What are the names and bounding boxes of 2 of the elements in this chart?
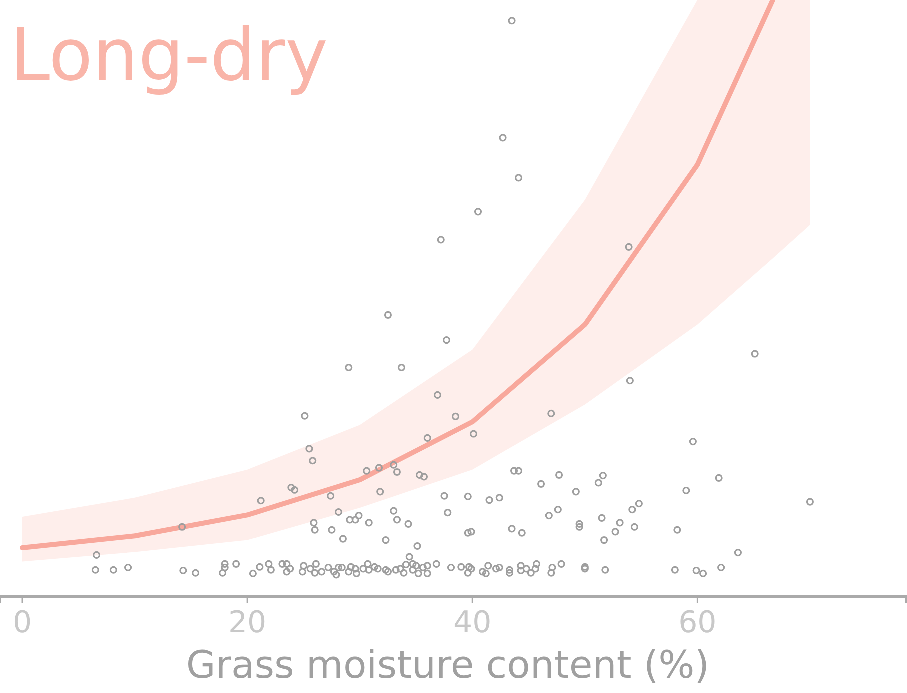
chart-title: Long-dry	[10, 13, 328, 97]
x-axis-title: Grass moisture content (%)	[186, 643, 710, 687]
